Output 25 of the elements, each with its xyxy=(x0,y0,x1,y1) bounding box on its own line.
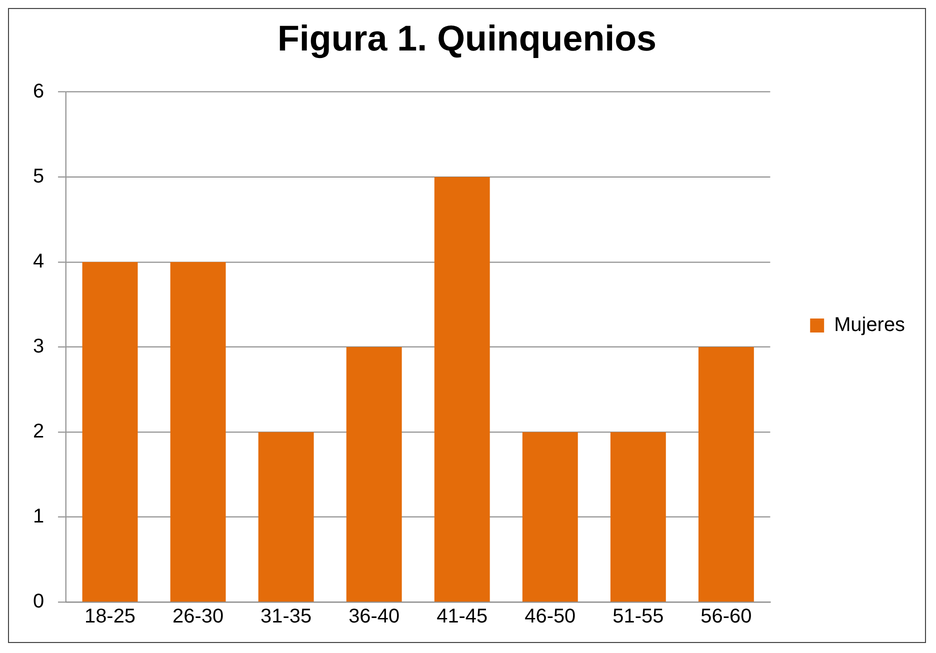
x-tick-label: 31-35 xyxy=(260,606,312,628)
bar xyxy=(170,262,226,602)
bar xyxy=(82,262,138,602)
y-tick-label: 5 xyxy=(32,165,44,188)
y-tick-label: 2 xyxy=(32,420,44,443)
x-tick-label: 41-45 xyxy=(436,606,488,628)
legend-label: Mujeres xyxy=(834,314,906,336)
bar xyxy=(258,432,314,602)
x-tick-label: 46-50 xyxy=(524,606,576,628)
x-tick-label: 26-30 xyxy=(172,606,224,628)
x-tick-label: 51-55 xyxy=(612,606,664,628)
bar xyxy=(610,432,666,602)
bar xyxy=(522,432,578,602)
chart-title: Figura 1. Quinquenios xyxy=(277,18,657,58)
bar xyxy=(346,347,402,602)
bar xyxy=(434,176,490,602)
bar xyxy=(698,347,754,602)
x-tick-label: 36-40 xyxy=(348,606,400,628)
y-tick-label: 6 xyxy=(32,80,44,102)
y-tick-label: 0 xyxy=(32,590,44,613)
x-tick-label: 18-25 xyxy=(84,606,136,628)
y-tick-label: 1 xyxy=(32,506,44,528)
y-tick-label: 3 xyxy=(32,336,44,358)
x-tick-label: 56-60 xyxy=(700,606,752,628)
y-tick-label: 4 xyxy=(32,250,44,272)
